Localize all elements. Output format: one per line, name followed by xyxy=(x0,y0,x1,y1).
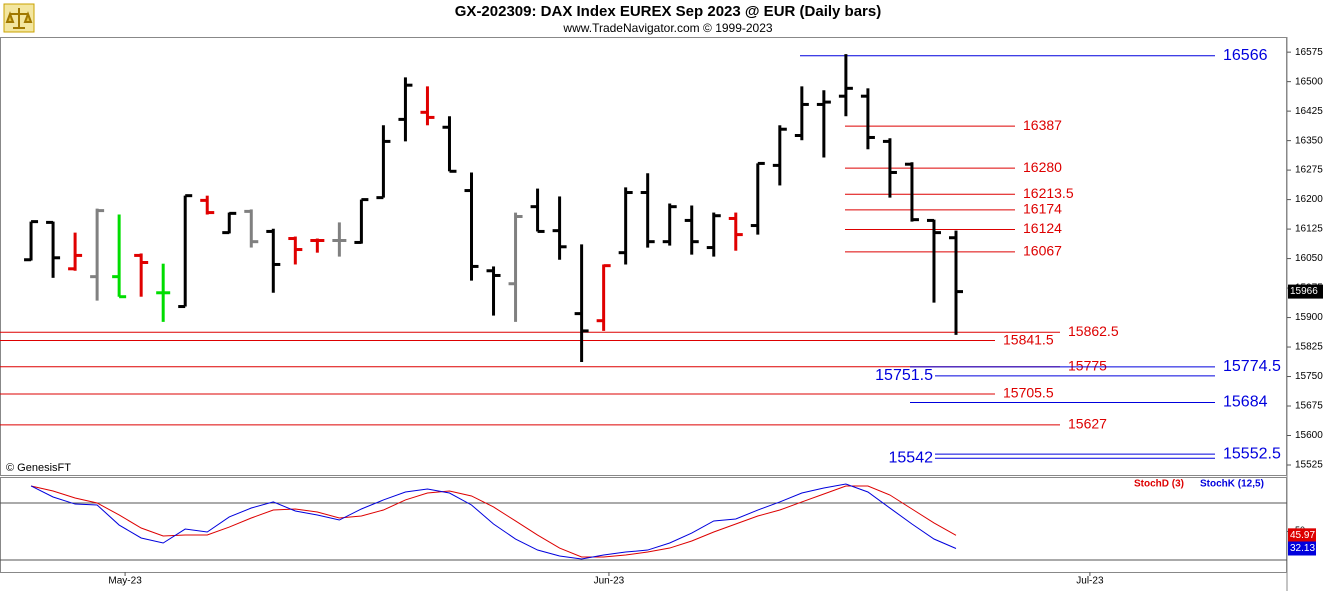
level-label: 15627 xyxy=(1068,416,1107,432)
y-tick-label: 15825 xyxy=(1295,342,1323,353)
level-label: 15774.5 xyxy=(1223,358,1281,375)
y-tick-label: 16575 xyxy=(1295,47,1323,58)
level-label: 15542 xyxy=(889,450,934,467)
logo-scale xyxy=(5,8,33,29)
y-tick-label: 15600 xyxy=(1295,430,1323,441)
logo xyxy=(3,3,35,33)
level-label: 16213.5 xyxy=(1023,185,1074,201)
chart-title: GX-202309: DAX Index EUREX Sep 2023 @ EU… xyxy=(455,3,881,20)
last-price-label: 15966 xyxy=(1290,286,1318,297)
level-label: 16174 xyxy=(1023,201,1062,217)
y-tick-label: 15750 xyxy=(1295,371,1323,382)
annotation: © GenesisFT xyxy=(6,462,71,474)
legend-entry: StochD (3) xyxy=(1134,479,1184,490)
level-label: 16124 xyxy=(1023,220,1062,236)
level-label: 16387 xyxy=(1023,117,1062,133)
legend-entry: StochK (12,5) xyxy=(1200,479,1264,490)
y-tick-label: 16500 xyxy=(1295,76,1323,87)
last-value-label: 32.13 xyxy=(1290,543,1315,554)
y-tick-label: 15900 xyxy=(1295,312,1323,323)
stoch-line xyxy=(30,483,957,560)
last-price-box xyxy=(1288,284,1323,299)
level-label: 15552.5 xyxy=(1223,445,1281,462)
x-tick-label: May-23 xyxy=(108,576,142,587)
last-value-box xyxy=(1288,528,1316,543)
level-label: 16067 xyxy=(1023,243,1062,259)
y-tick-label: 16350 xyxy=(1295,135,1323,146)
level-label: 15684 xyxy=(1223,394,1268,411)
y-tick-label: 16425 xyxy=(1295,106,1323,117)
level-label: 15705.5 xyxy=(1003,385,1054,401)
level-label: 15751.5 xyxy=(875,367,933,384)
y-tick-label: 16125 xyxy=(1295,224,1323,235)
last-value-label: 45.97 xyxy=(1290,530,1315,541)
level-label: 15775 xyxy=(1068,357,1107,373)
level-label: 15841.5 xyxy=(1003,331,1054,347)
y-tick-label: 15675 xyxy=(1295,401,1323,412)
last-value-box xyxy=(1288,541,1316,556)
chart-subtitle: www.TradeNavigator.com © 1999-2023 xyxy=(562,21,772,35)
level-label: 16566 xyxy=(1223,47,1268,64)
stoch-line xyxy=(30,485,957,558)
y-tick-label: 15525 xyxy=(1295,460,1323,471)
y-tick-label: 16200 xyxy=(1295,194,1323,205)
header xyxy=(0,0,1336,37)
level-label: 16280 xyxy=(1023,159,1062,175)
y-tick-label: 16050 xyxy=(1295,253,1323,264)
x-tick-label: Jul-23 xyxy=(1076,576,1104,587)
y-tick-label: 16275 xyxy=(1295,165,1323,176)
level-label: 15862.5 xyxy=(1068,323,1119,339)
x-tick-label: Jun-23 xyxy=(594,576,625,587)
